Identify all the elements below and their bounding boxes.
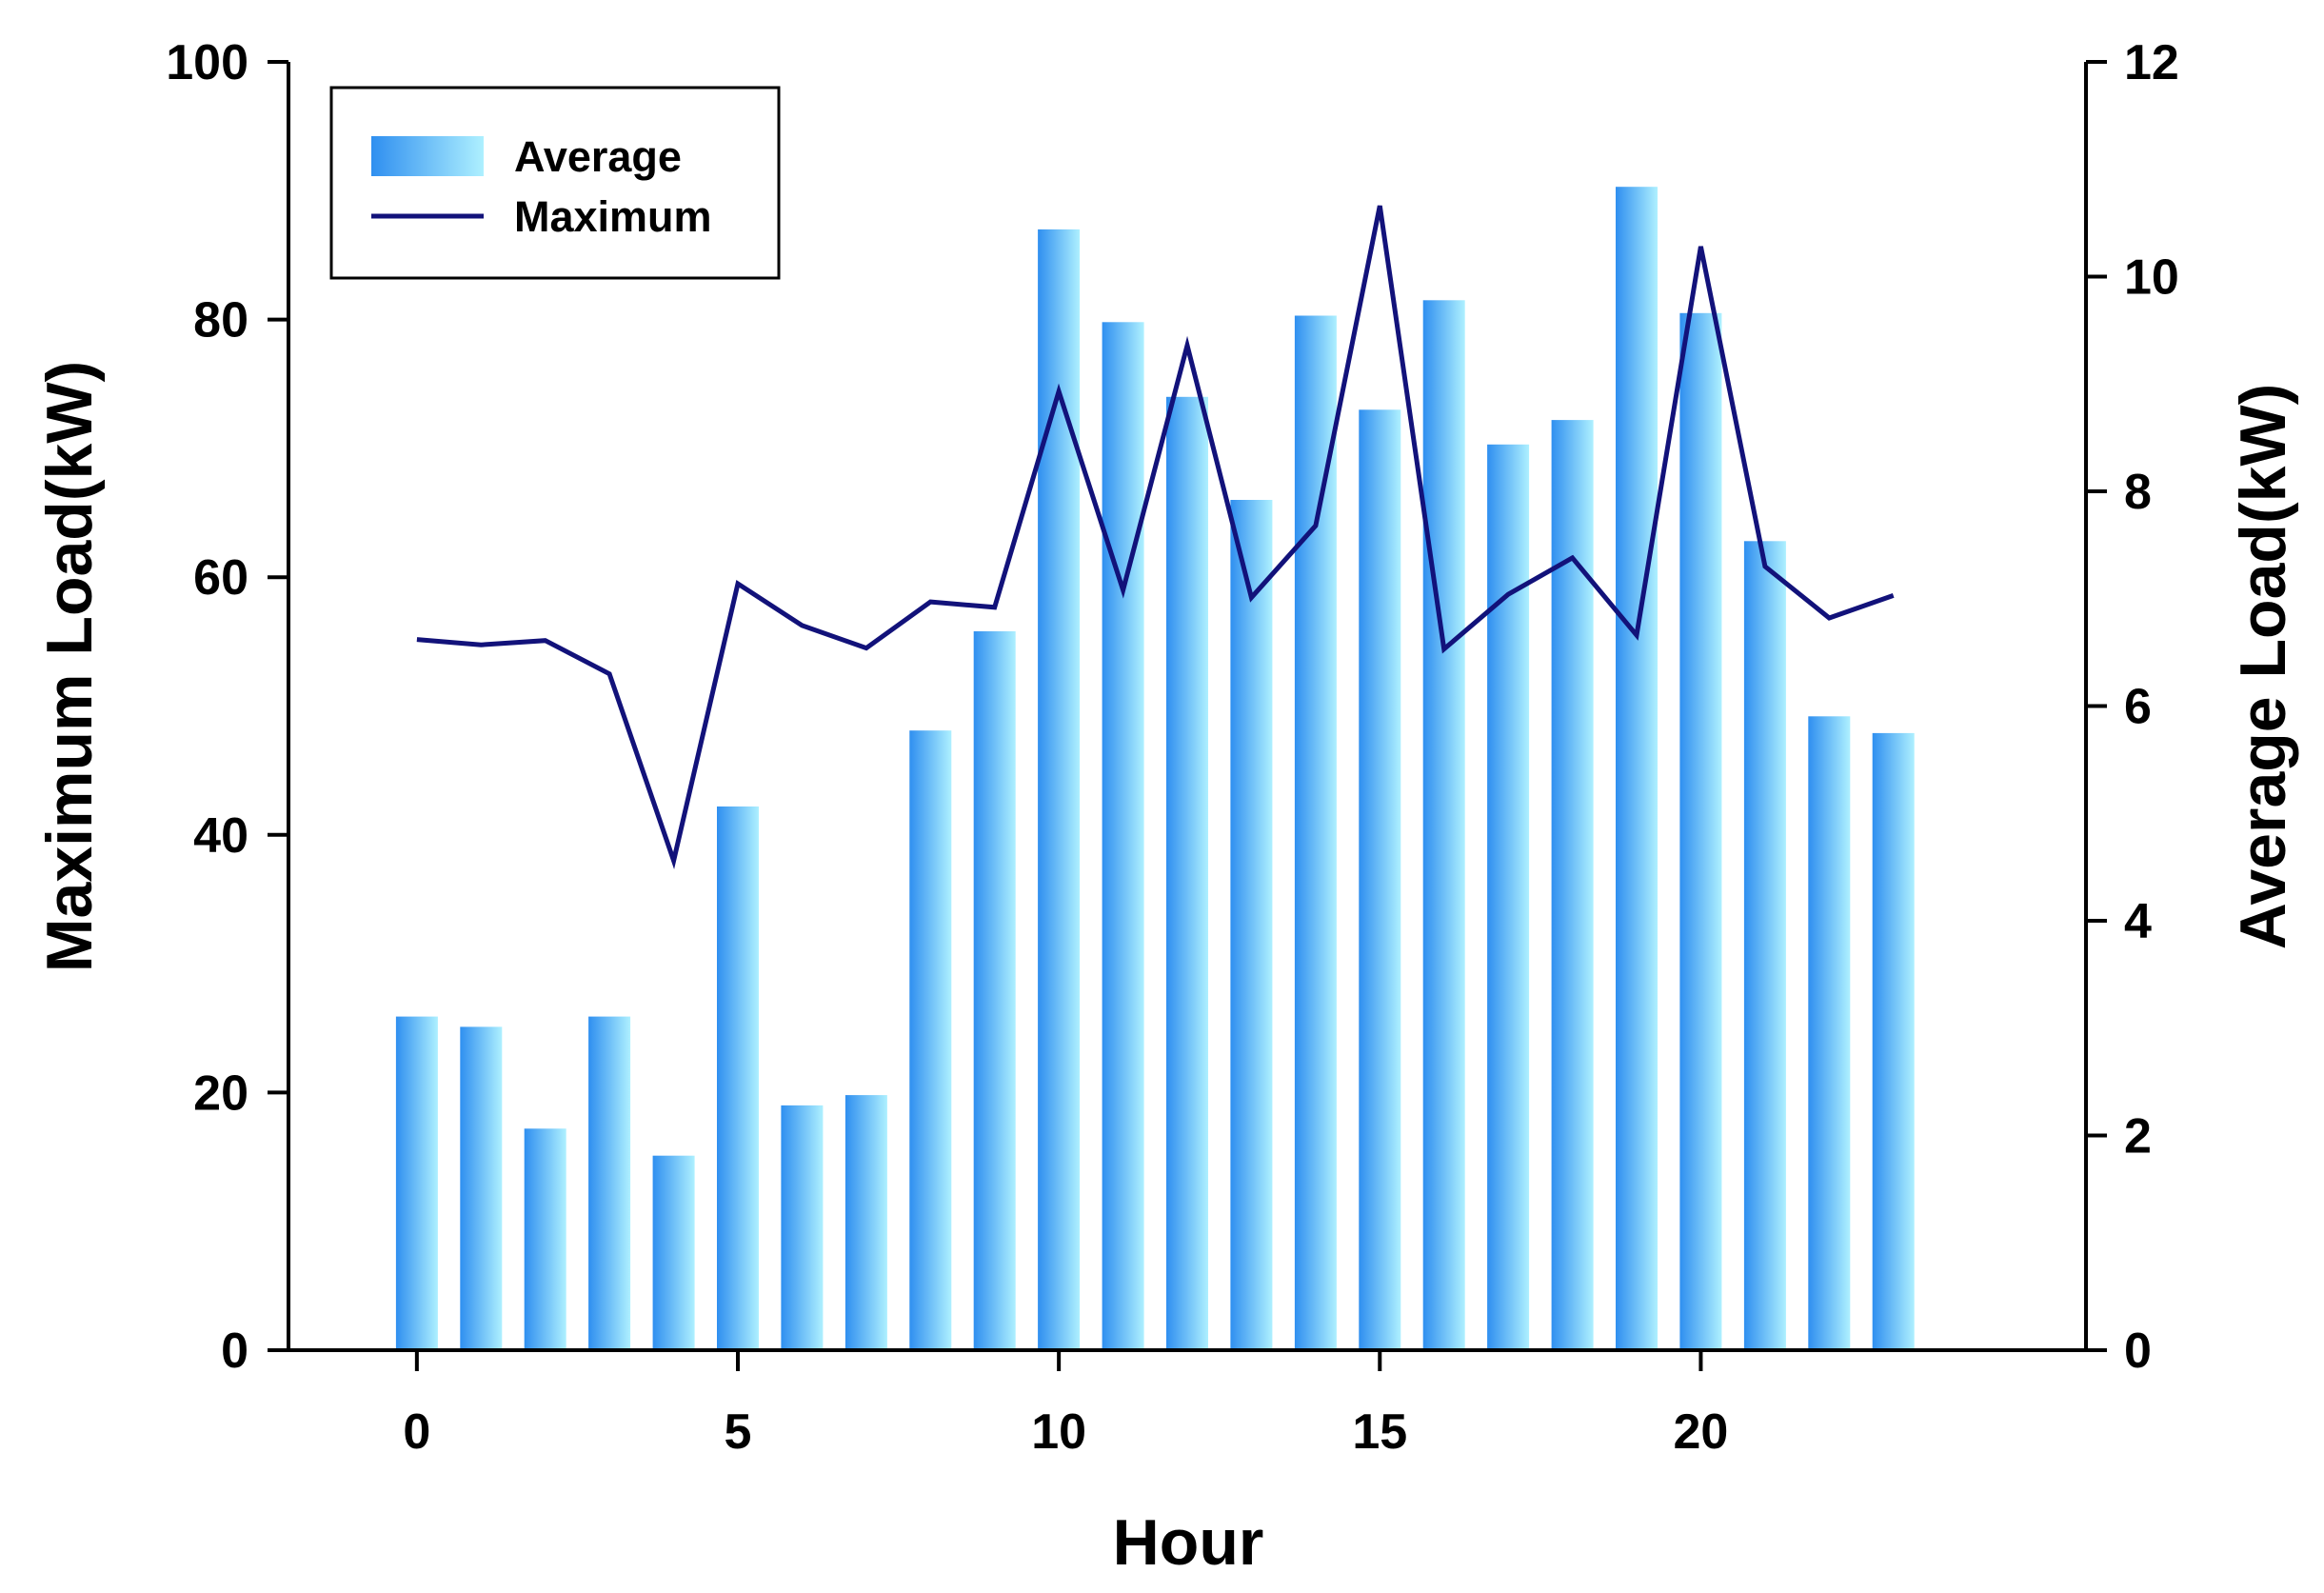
bar-average-hour-17 (1487, 444, 1530, 1350)
y-left-tick-label-80: 80 (193, 293, 248, 348)
bar-average-hour-0 (395, 1016, 438, 1350)
y-axis-right-title: Average Load(kW) (2227, 384, 2299, 949)
bar-average-hour-7 (844, 1095, 887, 1350)
legend-maximum-label: Maximum (514, 192, 712, 241)
bar-average-hour-14 (1294, 315, 1337, 1350)
x-axis-title: Hour (1113, 1506, 1264, 1579)
bar-average-hour-9 (973, 631, 1016, 1350)
legend-box (329, 86, 781, 280)
x-tick-label-15: 15 (1352, 1404, 1407, 1460)
y-left-tick-label-60: 60 (193, 550, 248, 606)
bar-average-hour-19 (1616, 187, 1658, 1351)
bar-average-hour-11 (1102, 322, 1144, 1350)
y-right-tick-label-4: 4 (2124, 894, 2152, 949)
x-tick-label-10: 10 (1031, 1404, 1086, 1460)
bar-average-hour-2 (524, 1128, 566, 1350)
bar-average-hour-13 (1230, 500, 1273, 1350)
y-right-tick-label-0: 0 (2124, 1324, 2152, 1379)
bar-average-hour-22 (1808, 716, 1851, 1350)
legend-average-label: Average (514, 132, 682, 181)
y-axis-left-title: Maximum Load(kW) (33, 361, 106, 972)
bar-average-hour-1 (460, 1026, 503, 1350)
maximum-series (416, 205, 1895, 869)
y-left-tick-label-40: 40 (193, 808, 248, 864)
bar-average-hour-3 (588, 1016, 631, 1350)
y-right-tick-label-10: 10 (2124, 250, 2179, 306)
x-tick-label-5: 5 (725, 1404, 752, 1460)
y-left-tick-label-0: 0 (221, 1324, 248, 1379)
bar-average-hour-16 (1422, 300, 1465, 1350)
tick-labels: 0 20 40 60 80 100 0 2 4 6 8 10 12 0 5 10 15 20 (166, 35, 2179, 1460)
bar-average-hour-23 (1872, 732, 1915, 1350)
bar-average-hour-15 (1359, 409, 1401, 1350)
legend-average-swatch (371, 136, 484, 176)
y-right-tick-label-6: 6 (2124, 680, 2152, 735)
bar-average-hour-20 (1679, 312, 1722, 1350)
y-right-tick-label-8: 8 (2124, 465, 2152, 520)
bar-average-hour-21 (1743, 541, 1786, 1350)
y-right-tick-label-12: 12 (2124, 35, 2179, 90)
y-left-tick-label-100: 100 (166, 35, 248, 90)
bar-average-hour-6 (781, 1105, 824, 1350)
y-right-tick-label-2: 2 (2124, 1109, 2152, 1165)
line-maximum (416, 205, 1895, 869)
bar-average-hour-8 (909, 730, 952, 1350)
bar-average-hour-10 (1038, 229, 1081, 1350)
axes (268, 60, 2107, 1371)
x-tick-label-20: 20 (1674, 1404, 1729, 1460)
bar-average-hour-5 (717, 806, 759, 1350)
bar-average-hour-4 (652, 1155, 695, 1350)
y-left-tick-label-20: 20 (193, 1065, 248, 1121)
legend: Average Maximum (329, 86, 781, 280)
x-tick-label-0: 0 (403, 1404, 430, 1460)
bar-average-hour-12 (1166, 396, 1208, 1350)
bars (395, 187, 1915, 1351)
